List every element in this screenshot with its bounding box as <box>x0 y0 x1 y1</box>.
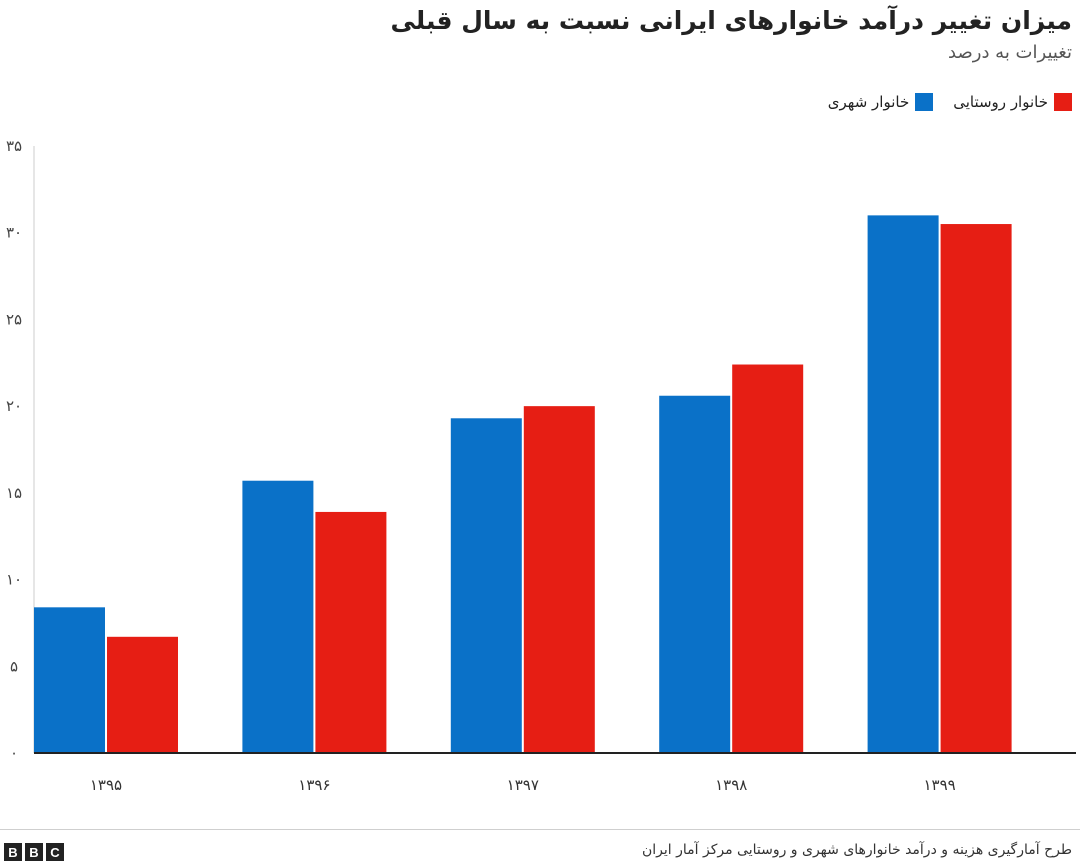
bar-urban <box>867 215 939 753</box>
y-tick-label: ۳۰ <box>6 224 22 242</box>
legend-item-rural: خانوار روستایی <box>953 93 1072 111</box>
y-tick-label: ۲۰ <box>6 397 22 415</box>
legend-swatch-urban <box>915 93 934 111</box>
bar-rural <box>732 364 804 753</box>
bar-rural <box>940 224 1012 754</box>
legend-label-rural: خانوار روستایی <box>953 93 1048 111</box>
y-tick-label: ۱۵ <box>6 484 22 502</box>
bar-urban <box>242 480 314 753</box>
bbc-logo-letter: B <box>4 843 22 861</box>
x-tick-label: ۱۳۹۹ <box>923 776 955 794</box>
bar-rural <box>315 511 387 753</box>
y-tick-label: ۳۵ <box>6 137 22 155</box>
x-tick-label: ۱۳۹۶ <box>298 776 330 794</box>
y-tick-label: ۲۵ <box>6 310 22 328</box>
bar-urban <box>450 418 522 753</box>
y-tick-label: ۰ <box>10 744 18 762</box>
x-tick-label: ۱۳۹۷ <box>507 776 539 794</box>
bbc-logo-letter: B <box>25 843 43 861</box>
legend: خانوار روستایی خانوار شهری <box>808 93 1072 111</box>
chart-subtitle: تغییرات به درصد <box>948 42 1072 63</box>
footer-divider <box>0 829 1080 830</box>
legend-item-urban: خانوار شهری <box>827 93 934 111</box>
bar-rural <box>523 406 595 753</box>
source-note: طرح آمارگیری هزینه و درآمد خانوارهای شهر… <box>641 842 1072 858</box>
chart-title: میزان تغییر درآمد خانوارهای ایرانی نسبت … <box>390 6 1072 35</box>
bar-urban <box>659 395 731 753</box>
bbc-logo-letter: C <box>46 843 64 861</box>
bbc-logo: B B C <box>4 843 67 861</box>
x-tick-label: ۱۳۹۵ <box>90 776 122 794</box>
bar-urban <box>34 607 105 753</box>
x-tick-label: ۱۳۹۸ <box>715 776 747 794</box>
legend-swatch-rural <box>1054 93 1072 111</box>
y-tick-label: ۱۰ <box>6 571 22 589</box>
bar-rural <box>107 636 178 753</box>
y-tick-label: ۵ <box>10 657 18 675</box>
legend-label-urban: خانوار شهری <box>827 93 910 111</box>
